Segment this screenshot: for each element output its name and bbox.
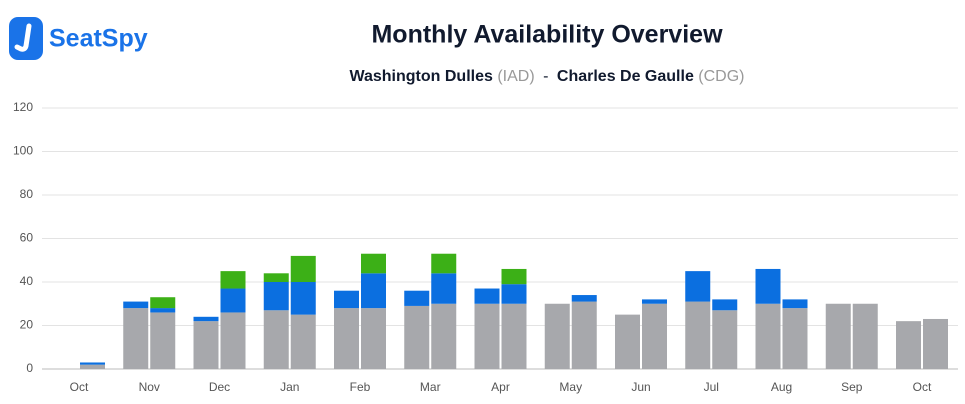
bar-segment [263,273,289,282]
chart-subtitle: Washington Dulles (IAD) - Charles De Gau… [349,68,744,85]
x-tick-label: May [559,380,582,394]
x-tick-label: Nov [139,380,160,394]
x-tick-label: Dec [209,380,230,394]
y-tick-label: 60 [20,231,34,245]
logo-glyph [14,23,32,52]
separator: - [543,68,548,85]
bar-segment [782,299,808,309]
bar-segment [220,312,246,369]
bar-segment [501,303,527,369]
bar-segment [404,305,430,369]
bar-segment [712,310,738,369]
bar-segment [923,318,948,369]
bar-segment [123,301,149,309]
bar-segment [361,253,386,274]
bar-segment [615,314,640,369]
x-tick-label: Jan [280,380,299,394]
bar-segment [712,299,738,311]
bar-segment [220,271,246,289]
bar-segment [334,308,359,369]
bar-segment [193,321,219,369]
destination-code: (CDG) [698,68,744,85]
x-tick-label: Jun [631,380,650,394]
bar-segment [782,308,808,369]
x-tick-label: Sep [841,380,863,394]
bar-segment [501,284,527,304]
bar-segment [755,303,781,369]
bar-segment [501,268,527,285]
bar-segment [263,310,289,369]
bar-segment [404,290,430,306]
bar-segment [642,299,667,304]
x-tick-label: Feb [350,380,371,394]
x-tick-label: Oct [913,380,932,394]
x-tick-label: Apr [491,380,510,394]
bar-segment [685,271,711,302]
bar-segment [263,282,289,311]
chart-title: Monthly Availability Overview [371,21,723,49]
bar-segment [685,301,711,369]
bar-segment [361,308,386,369]
bar-segment [544,303,570,369]
x-tick-label: Aug [771,380,792,394]
y-tick-label: 120 [13,100,33,114]
destination: Charles De Gaulle [557,68,694,85]
y-tick-label: 100 [13,144,33,158]
bar-segment [571,301,597,369]
bar-segment [825,303,851,369]
bar-segment [642,303,667,369]
origin-code: (IAD) [497,68,534,85]
logo-text: SeatSpy [49,25,148,53]
bar-segment [474,288,500,304]
y-tick-label: 20 [20,318,34,332]
bar-segment [431,273,457,304]
bar-segment [80,362,105,365]
bar-segment [220,288,246,313]
x-tick-label: Jul [704,380,719,394]
y-tick-label: 40 [20,274,34,288]
bar-segment [150,312,176,369]
bar-segment [150,297,176,309]
bar-segment [334,290,359,309]
bar-segment [80,364,105,369]
bar-segment [896,321,921,369]
origin: Washington Dulles [349,68,493,85]
bar-segment [290,255,316,282]
y-tick-label: 80 [20,187,34,201]
bar-segment [193,316,219,322]
y-tick-label: 0 [26,361,33,375]
bar-segment [755,268,781,304]
bar-segment [571,295,597,302]
bar-segment [474,303,500,369]
bar-segment [290,282,316,315]
bar-segment [431,303,457,369]
x-tick-label: Mar [420,380,441,394]
x-tick-label: Oct [70,380,89,394]
bar-segment [361,273,386,309]
bar-segment [150,308,176,313]
bar-segment [123,308,149,369]
bar-segment [431,253,457,274]
bar-segment [290,314,316,369]
bar-segment [852,303,878,369]
logo: SeatSpy [9,17,148,60]
